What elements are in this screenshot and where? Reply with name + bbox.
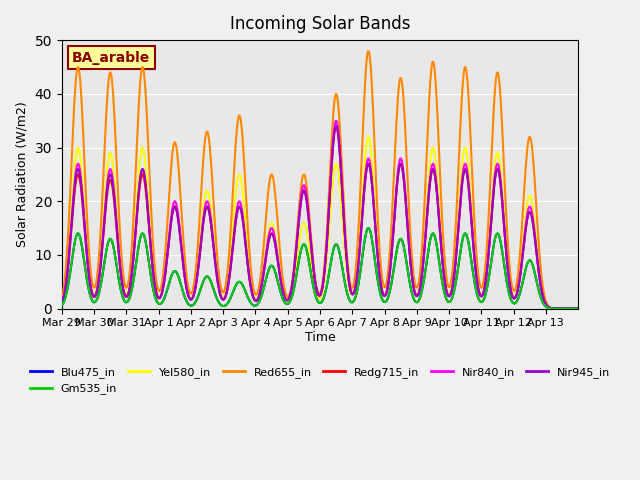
Legend: Blu475_in, Gm535_in, Yel580_in, Red655_in, Redg715_in, Nir840_in, Nir945_in: Blu475_in, Gm535_in, Yel580_in, Red655_i… [25,362,615,399]
Title: Incoming Solar Bands: Incoming Solar Bands [230,15,410,33]
Text: BA_arable: BA_arable [72,50,150,65]
Y-axis label: Solar Radiation (W/m2): Solar Radiation (W/m2) [16,101,29,247]
X-axis label: Time: Time [305,331,335,344]
